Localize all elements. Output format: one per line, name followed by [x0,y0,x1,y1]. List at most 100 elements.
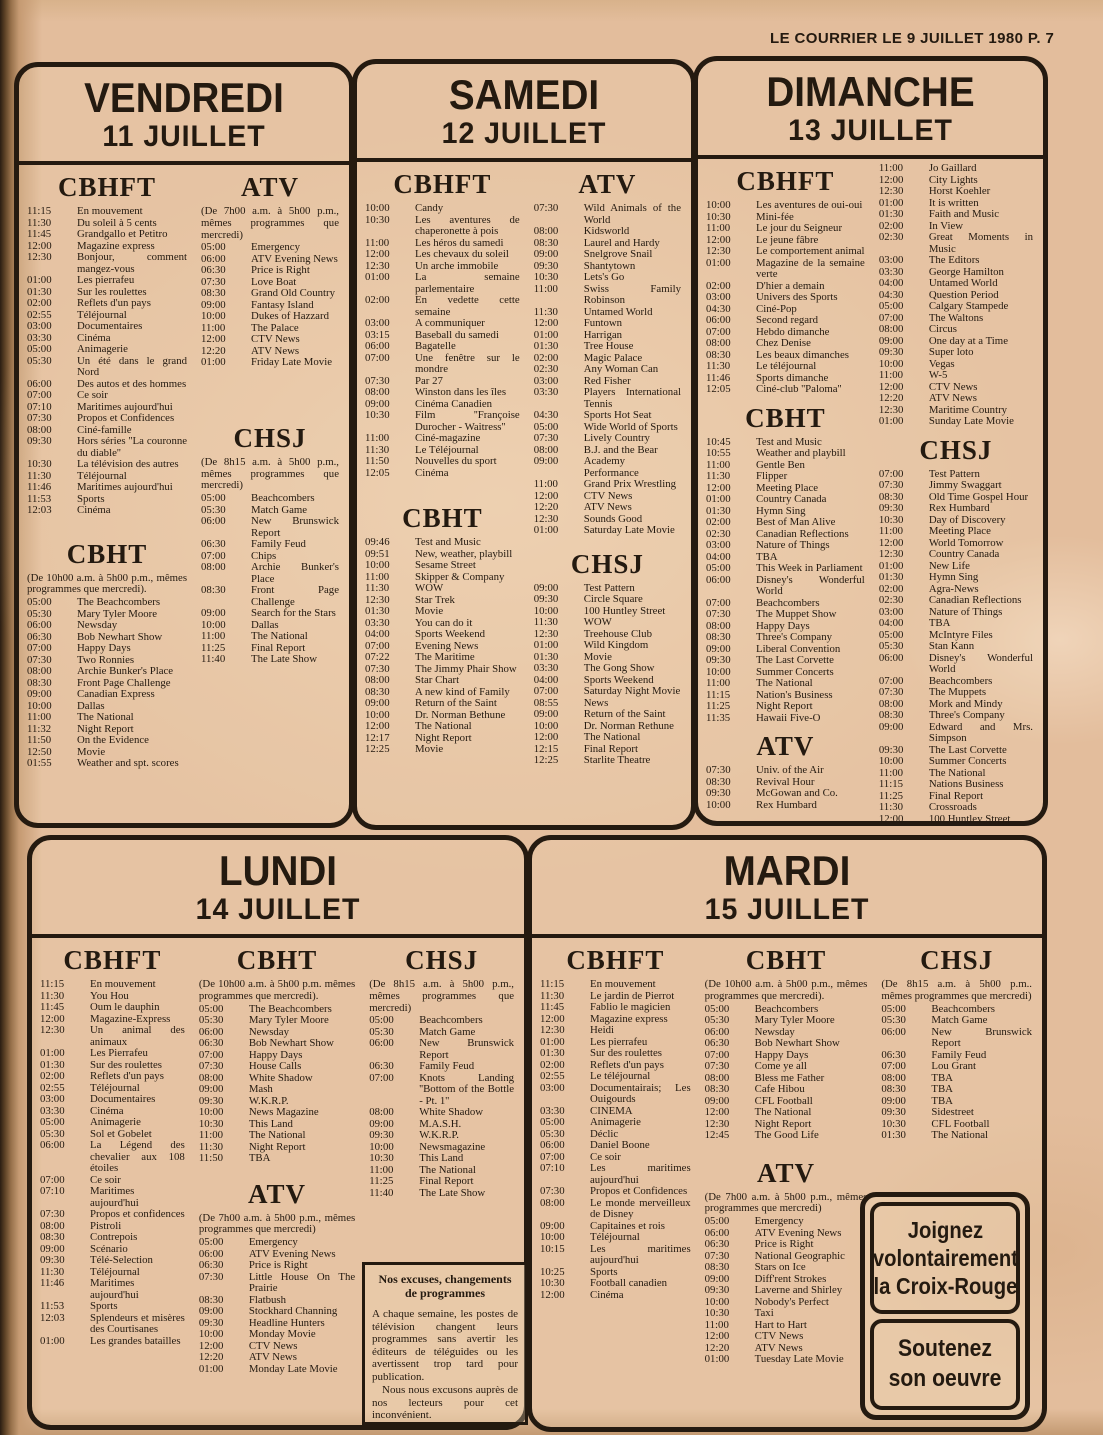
program-title: Any Woman Can [583,363,659,375]
program-time: 07:30 [878,686,904,698]
program-time: 12:45 [704,1129,730,1142]
program-time: 05:00 [198,1236,224,1249]
program-time: 10:30 [704,1307,730,1320]
notice-paragraph: Nous nous excusons auprès de nos lecteur… [372,1384,518,1421]
program-row: 05:30 Match Game [201,504,339,517]
program-title: Ce soir [90,1173,121,1186]
program-row: 08:00 Kidsworld [534,225,681,238]
program-title: White Shadow [419,1106,484,1119]
program-title: W-5 [928,369,948,381]
program-row: 07:00 Ce soir [27,389,187,402]
channel-title-cbhft: CBHFT [736,166,835,196]
program-time: 08:00 [369,1106,394,1119]
program-time: 08:00 [878,697,904,710]
program-title: 100 Huntley Street [583,604,666,617]
program-time: 06:00 [27,377,52,390]
program-time: 08:00 [706,337,731,349]
channel-title-atv: ATV [241,172,300,202]
program-title: Beachcombers [756,596,820,609]
program-time: 11:30 [365,443,390,456]
program-row: 01:00 La semaine parlementaire [365,271,520,295]
listing-column: ATV (De 7h00 a.m. à 5h00 p.m., mêmes prog… [201,169,339,770]
program-row: 03:30 The Gong Show [534,662,681,675]
program-title: Jimmy Swaggart [928,479,1002,491]
program-time: 08:30 [878,490,904,503]
program-row: 07:30 Jimmy Swaggart [879,479,1033,492]
panel-columns: CBHFT 10:00 Candy 10:30 Les aventures de cha… [357,162,691,773]
program-title: The National [419,1163,476,1176]
program-title: Emergency [251,241,300,254]
program-row: 01:30 Movie [365,605,520,618]
program-time: 12:30 [878,403,904,416]
program-row: 10:00 News Magazine [199,1107,355,1119]
program-time: 01:00 [40,1334,65,1347]
day-date: 15 JUILLET [704,893,870,926]
channel-title-cbht: CBHT [66,538,148,569]
program-title: Documentairais; Les Ouigourds [590,1081,691,1105]
program-time: 06:00 [365,340,390,352]
program-row: 07:30 Propos et Confidences [27,412,187,425]
program-row: 06:00 Bagatelle [365,340,520,353]
program-title: Headline Hunters [248,1316,325,1329]
program-time: 12:30 [365,593,390,606]
program-row: 09:30 McGowan and Co. [706,787,865,800]
program-row: 09:51 New, weather, playbill [365,548,520,561]
listing-column: ATV 07:30 Wild Animals of the World 08:00 Ki… [534,166,681,767]
program-title: La Légend des chevalier aux 108 étoiles [90,1139,185,1174]
channel-title-cbht: CBHT [236,945,318,975]
program-time: 09:00 [365,397,390,410]
program-time: 11:30 [533,305,558,318]
program-time: 09:00 [198,1083,224,1096]
program-time: 09:30 [881,1106,906,1119]
program-time: 12:00 [540,1288,565,1301]
program-row: 05:30 Mary Tyler Moore [199,1015,355,1027]
program-title: Rex Humbard [928,502,990,514]
program-title: ATV News [251,344,300,357]
program-time: 07:30 [27,653,52,666]
program-title: Les grandes batailles [90,1334,181,1347]
program-time: 08:30 [704,1083,730,1096]
program-time: 06:00 [27,619,52,632]
channel-block-continued: 11:00 Jo Gaillard 12:00 City Lights 12:30 Hor… [878,162,1033,428]
program-row: 07:22 The Maritime [365,651,520,664]
program-time: 05:00 [27,596,52,609]
program-time: 11:00 [27,711,52,724]
channel-block-cbht: CBHT 09:46 Test and Music 09:51 New, weather… [365,503,520,756]
program-title: Friday Late Movie [251,356,332,369]
channel-title-atv: ATV [757,1157,816,1188]
program-title: Little House On The Prairie [248,1270,356,1295]
program-time: 07:30 [198,1060,224,1073]
program-row: 09:00 Search for the Stars [201,608,339,620]
panel-header: LUNDI 14 JUILLET [32,840,524,938]
program-row: 01:30 Sur les roulettes [27,286,187,299]
program-title: The Last Corvette [756,654,834,666]
program-title: Dr. Norman Rethune [583,719,674,732]
program-time: 09:30 [369,1129,394,1142]
program-title: Contrepois [90,1231,138,1243]
program-title: CFL Football [931,1117,990,1130]
program-row: 12:00 CTV News [199,1340,355,1353]
program-time: 03:00 [706,539,731,551]
program-title: ATV News [583,501,632,513]
program-title: Les beaux dimanches [756,348,849,361]
program-title: Saturday Late Movie [583,524,675,536]
program-time: 11:00 [365,432,390,444]
program-row: 07:30 Come ye all [705,1061,868,1073]
program-row: 12:30 Star Trek [365,593,520,607]
red-cross-support-box: Soutenez son oeuvre [870,1318,1020,1410]
program-time: 10:30 [365,213,390,226]
program-row: 09:00 One day at a Time [879,335,1033,348]
program-row: 11:30 You Hou [40,990,185,1003]
program-row: 10:45 Test and Music [706,436,865,449]
program-title: 100 Huntley Street [928,812,1011,825]
program-row: 10:00 Dukes of Hazzard [201,311,339,323]
program-title: Archie Bunker's Place [251,561,339,585]
program-time: 03:00 [40,1093,65,1105]
program-title: Cinéma [590,1288,624,1301]
program-time: 04:00 [878,617,904,629]
program-title: Summer Concerts [756,665,834,678]
program-row: 06:00 ATV Evening News [199,1248,355,1261]
program-title: Football canadien [590,1277,668,1289]
program-row: 09:30 W.K.R.P. [199,1095,355,1108]
program-title: Reflets d'un pays [77,297,151,309]
